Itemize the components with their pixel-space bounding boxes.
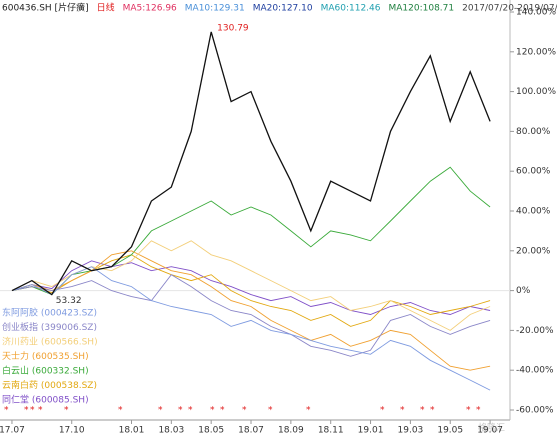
svg-text:*: * bbox=[210, 406, 215, 416]
series-line bbox=[11, 266, 491, 391]
x-tick-label: 19.03 bbox=[398, 426, 424, 436]
svg-text:*: * bbox=[420, 406, 425, 416]
svg-text:*: * bbox=[64, 406, 69, 416]
legend-entry: 云南白药 (000538.SZ) bbox=[2, 379, 97, 391]
y-tick-label: 100.00% bbox=[516, 87, 556, 97]
svg-text:*: * bbox=[38, 406, 43, 416]
header-item: MA120:108.71 bbox=[389, 4, 455, 14]
svg-text:*: * bbox=[400, 406, 405, 416]
header-item: MA60:112.46 bbox=[321, 4, 381, 14]
svg-text:*: * bbox=[188, 406, 193, 416]
legend-entry: 济川药业 (600566.SH) bbox=[2, 336, 98, 348]
x-tick-label: 18.11 bbox=[318, 426, 344, 436]
svg-text:*: * bbox=[158, 406, 163, 416]
svg-text:*: * bbox=[306, 406, 311, 416]
x-tick-label: 18.03 bbox=[158, 426, 184, 436]
annotation: 130.79 bbox=[217, 23, 249, 33]
svg-text:*: * bbox=[268, 406, 273, 416]
y-tick-label: 0% bbox=[516, 286, 531, 296]
series-line bbox=[11, 274, 491, 357]
annotation: 53.32 bbox=[56, 296, 82, 306]
chart-title: 600436.SH [片仔癀] bbox=[2, 2, 89, 14]
x-tick-label: 19.07 bbox=[477, 426, 503, 436]
x-tick-label: 18.05 bbox=[198, 426, 224, 436]
svg-text:*: * bbox=[466, 406, 471, 416]
legend-entry: 东阿阿胶 (000423.SZ) bbox=[2, 307, 97, 319]
x-tick-label: 17.10 bbox=[59, 426, 85, 436]
header-item: 2017/07/20-2019/07/25/4... bbox=[462, 4, 557, 14]
series-line bbox=[11, 260, 491, 315]
header-item: MA20:127.10 bbox=[253, 4, 313, 14]
svg-text:*: * bbox=[220, 406, 225, 416]
y-tick-label: 60.00% bbox=[516, 167, 551, 177]
y-tick-label: -40.00% bbox=[516, 366, 554, 376]
x-tick-label: 17.07 bbox=[0, 426, 25, 436]
y-tick-label: 20.00% bbox=[516, 246, 551, 256]
legend-entry: 创业板指 (399006.SZ) bbox=[2, 321, 97, 333]
header-item: MA10:129.31 bbox=[185, 4, 245, 14]
svg-text:*: * bbox=[4, 406, 9, 416]
legend-entry: 同仁堂 (600085.SH) bbox=[2, 394, 89, 406]
x-tick-label: 18.07 bbox=[238, 426, 264, 436]
y-tick-label: 120.00% bbox=[516, 47, 556, 57]
svg-text:*: * bbox=[380, 406, 385, 416]
svg-text:*: * bbox=[24, 406, 29, 416]
y-tick-label: -60.00% bbox=[516, 406, 554, 416]
svg-text:*: * bbox=[476, 406, 481, 416]
x-tick-label: 18.09 bbox=[278, 426, 304, 436]
y-tick-label: -20.00% bbox=[516, 326, 554, 336]
y-tick-label: 40.00% bbox=[516, 207, 551, 217]
svg-text:*: * bbox=[178, 406, 183, 416]
y-tick-label: 80.00% bbox=[516, 127, 551, 137]
y-tick-label: 140.00% bbox=[516, 8, 556, 18]
legend-entry: 天士力 (600535.SH) bbox=[2, 350, 89, 362]
series-line bbox=[11, 31, 491, 296]
svg-text:*: * bbox=[430, 406, 435, 416]
svg-text:*: * bbox=[118, 406, 123, 416]
svg-text:*: * bbox=[242, 406, 247, 416]
header-item: 日线 bbox=[97, 2, 115, 14]
header-item: MA5:126.96 bbox=[123, 4, 177, 14]
legend-entry: 白云山 (600332.SH) bbox=[2, 365, 89, 377]
svg-text:*: * bbox=[30, 406, 35, 416]
watermark: 格隆汇 bbox=[478, 422, 505, 434]
x-tick-label: 19.01 bbox=[358, 426, 384, 436]
x-tick-label: 18.01 bbox=[119, 426, 145, 436]
x-tick-label: 19.05 bbox=[437, 426, 463, 436]
event-markers: * * * * * * * * * * * * * * * * * * * * bbox=[4, 406, 481, 416]
